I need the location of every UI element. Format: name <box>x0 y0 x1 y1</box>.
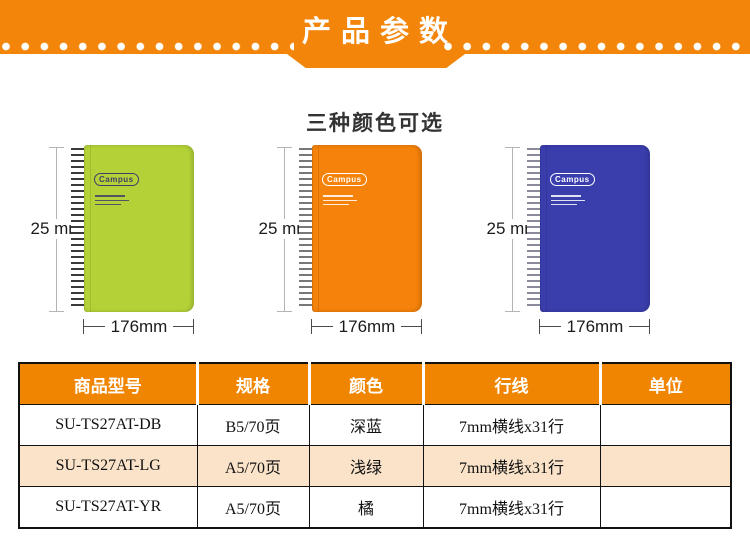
dots-decoration-left <box>2 42 294 51</box>
cover-spec-lines <box>323 192 363 205</box>
spiral-binding <box>71 148 85 309</box>
width-dimension-tick-right <box>649 319 650 334</box>
cell-spec: A5/70页 <box>196 445 310 487</box>
cell-model: SU-TS27AT-YR <box>18 486 198 529</box>
height-dimension-cap-bottom <box>505 311 520 312</box>
cover-spec-lines <box>551 192 591 205</box>
campus-logo: Campus <box>550 173 595 186</box>
spiral-binding <box>299 148 313 309</box>
table-header-row: 商品型号 规格 颜色 行线 单位 <box>19 363 731 405</box>
table-row: SU-TS27AT-LG A5/70页 浅绿 7mm横线x31行 <box>18 445 732 487</box>
spec-table: 商品型号 规格 颜色 行线 单位 SU-TS27AT-DB B5/70页 深蓝 … <box>18 362 732 529</box>
table-row: SU-TS27AT-DB B5/70页 深蓝 7mm横线x31行 <box>18 404 732 446</box>
cell-unit <box>599 486 732 529</box>
col-header-lines: 行线 <box>421 363 600 405</box>
cell-color: 深蓝 <box>308 404 424 446</box>
page-title: 产品参数 <box>301 16 458 48</box>
notebook-cover-orange: Campus <box>312 145 422 312</box>
col-header-color: 颜色 <box>307 363 423 405</box>
cell-spec: B5/70页 <box>196 404 310 446</box>
notebook-figure-orange: 25 mm Campus 176mm <box>248 140 460 345</box>
dots-decoration-right <box>444 42 750 51</box>
cell-model: SU-TS27AT-LG <box>18 445 198 487</box>
spiral-binding <box>527 148 541 309</box>
table-row: SU-TS27AT-YR A5/70页 橘 7mm横线x31行 <box>18 486 732 529</box>
campus-logo: Campus <box>94 173 139 186</box>
cell-lines: 7mm横线x31行 <box>422 486 601 529</box>
cell-color: 浅绿 <box>308 445 424 487</box>
notebook-figure-light-green: 25 mm Campus 176mm <box>20 140 232 345</box>
cell-model: SU-TS27AT-DB <box>18 404 198 446</box>
cell-unit <box>599 445 732 487</box>
col-header-spec: 规格 <box>195 363 309 405</box>
notebook-cover-dark-blue: Campus <box>540 145 650 312</box>
notebook-cover-light-green: Campus <box>84 145 194 312</box>
width-dimension-label: 176mm <box>105 316 173 337</box>
notebook-figure-dark-blue: 25 mm Campus 176mm <box>476 140 688 345</box>
height-dimension-cap-bottom <box>49 311 64 312</box>
height-dimension-cap-bottom <box>277 311 292 312</box>
banner-trapezoid-tab <box>287 54 465 68</box>
cell-color: 橘 <box>308 486 424 529</box>
width-dimension-label: 176mm <box>561 316 629 337</box>
width-dimension-tick-right <box>193 319 194 334</box>
cell-spec: A5/70页 <box>196 486 310 529</box>
col-header-model: 商品型号 <box>19 363 197 405</box>
width-dimension-tick-right <box>421 319 422 334</box>
section-heading: 三种颜色可选 <box>306 112 444 136</box>
width-dimension-label: 176mm <box>333 316 401 337</box>
cell-lines: 7mm横线x31行 <box>422 404 601 446</box>
cover-spec-lines <box>95 192 135 205</box>
cell-unit <box>599 404 732 446</box>
campus-logo: Campus <box>322 173 367 186</box>
banner: 产品参数 <box>0 0 750 54</box>
col-header-unit: 单位 <box>598 363 731 405</box>
cell-lines: 7mm横线x31行 <box>422 445 601 487</box>
